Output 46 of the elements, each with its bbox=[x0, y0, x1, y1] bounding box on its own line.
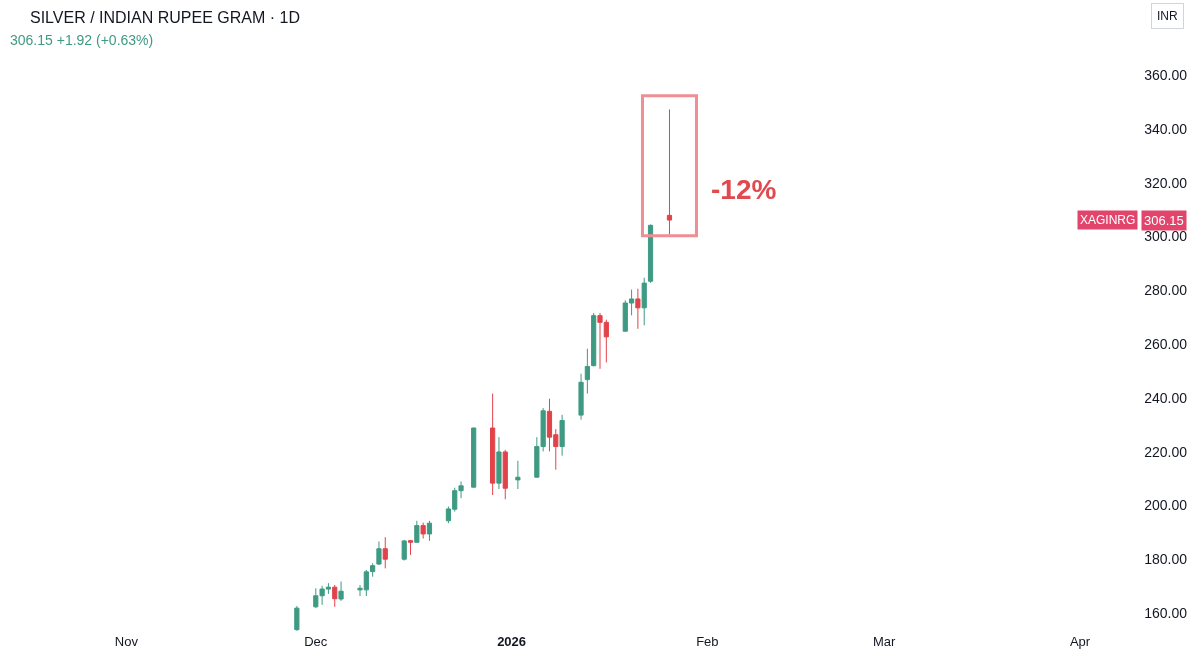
candlestick bbox=[426, 520, 433, 542]
annotation: -12% bbox=[711, 174, 777, 205]
annotation: 306.15 bbox=[1144, 213, 1184, 228]
y-tick-label: 320.00 bbox=[1144, 174, 1188, 191]
y-tick-label: 280.00 bbox=[1144, 282, 1188, 299]
candlestick bbox=[401, 539, 407, 562]
candlestick bbox=[294, 605, 300, 632]
y-tick-label: 200.00 bbox=[1144, 497, 1188, 514]
x-tick-label: Dec bbox=[304, 634, 328, 650]
y-tick-label: 220.00 bbox=[1144, 443, 1188, 460]
candlestick bbox=[414, 520, 420, 544]
x-tick-label: Mar bbox=[873, 634, 897, 650]
candlestick bbox=[496, 436, 502, 490]
text: 306.15 +1.92 (+0.63%) bbox=[10, 32, 154, 48]
candlestick bbox=[591, 312, 597, 367]
x-tick-label: Nov bbox=[114, 634, 139, 650]
y-tick-label: 300.00 bbox=[1144, 228, 1188, 245]
candlestick bbox=[584, 348, 590, 395]
candlestick bbox=[635, 288, 641, 330]
y-tick-label: 240.00 bbox=[1144, 389, 1188, 406]
candlestick bbox=[578, 373, 584, 421]
candlestick bbox=[382, 536, 388, 569]
candlestick bbox=[647, 223, 654, 284]
candlestick bbox=[502, 449, 508, 500]
y-tick-label: 180.00 bbox=[1144, 551, 1188, 568]
y-tick-label: 160.00 bbox=[1144, 604, 1188, 621]
annotation: XAGINRG bbox=[1080, 213, 1136, 227]
x-tick-label: 2026 bbox=[497, 634, 527, 650]
candlestick bbox=[376, 540, 382, 566]
y-tick-label: 360.00 bbox=[1144, 67, 1188, 84]
text: SILVER / INDIAN RUPEE GRAM · 1D bbox=[30, 8, 300, 26]
candlestick bbox=[407, 539, 414, 556]
x-tick-label: Feb bbox=[696, 634, 719, 650]
candlestick bbox=[332, 584, 338, 608]
candlestick bbox=[641, 277, 647, 326]
annotation: INR bbox=[1157, 9, 1178, 23]
candlestick bbox=[471, 427, 477, 488]
candlestick bbox=[490, 393, 496, 496]
candlestick bbox=[559, 414, 565, 457]
candlestick bbox=[666, 108, 673, 235]
candlestick bbox=[420, 522, 426, 540]
y-tick-label: 260.00 bbox=[1144, 336, 1188, 353]
candlestick bbox=[338, 581, 344, 602]
x-tick-label: Apr bbox=[1069, 634, 1091, 650]
candlestick bbox=[515, 460, 521, 490]
y-tick-label: 340.00 bbox=[1144, 120, 1188, 137]
